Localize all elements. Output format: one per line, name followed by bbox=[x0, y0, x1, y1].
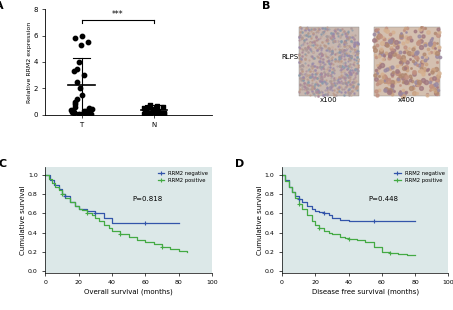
Point bbox=[152, 112, 159, 117]
Point bbox=[71, 102, 78, 107]
Point bbox=[157, 111, 164, 116]
Point bbox=[83, 111, 90, 116]
Point bbox=[70, 69, 77, 74]
Legend: RRM2 negative, RRM2 positive: RRM2 negative, RRM2 positive bbox=[157, 170, 209, 184]
Point bbox=[70, 110, 77, 115]
Bar bbox=[374, 27, 440, 96]
Point bbox=[86, 109, 93, 114]
Point bbox=[88, 111, 95, 116]
Text: P=0.448: P=0.448 bbox=[368, 196, 399, 202]
Point bbox=[150, 107, 158, 112]
Point bbox=[78, 92, 86, 97]
Point bbox=[140, 106, 148, 111]
Point bbox=[142, 108, 149, 113]
Text: x100: x100 bbox=[320, 97, 337, 103]
Y-axis label: Cumulative survival: Cumulative survival bbox=[257, 185, 263, 255]
Point bbox=[142, 110, 149, 115]
Point bbox=[149, 108, 156, 113]
Text: B: B bbox=[262, 1, 270, 11]
X-axis label: Overall survival (months): Overall survival (months) bbox=[84, 288, 173, 295]
Bar bbox=[299, 27, 358, 96]
Text: A: A bbox=[0, 1, 4, 11]
Point bbox=[72, 104, 79, 109]
Legend: RRM2 negative, RRM2 positive: RRM2 negative, RRM2 positive bbox=[393, 170, 446, 184]
Point bbox=[70, 110, 77, 115]
Point bbox=[143, 111, 150, 116]
Point bbox=[82, 108, 90, 113]
Point bbox=[78, 33, 86, 38]
Text: C: C bbox=[0, 159, 7, 169]
Point bbox=[80, 109, 87, 114]
Text: RLPS: RLPS bbox=[282, 54, 299, 60]
Point bbox=[140, 112, 148, 117]
Text: x400: x400 bbox=[398, 97, 415, 103]
Point bbox=[153, 112, 160, 117]
Point bbox=[141, 111, 148, 116]
Point bbox=[67, 108, 75, 113]
Point bbox=[146, 110, 153, 115]
Point bbox=[160, 111, 167, 116]
Point bbox=[85, 106, 92, 111]
Point bbox=[71, 99, 78, 104]
Point bbox=[80, 111, 87, 116]
Point bbox=[159, 105, 166, 110]
Text: P=0.818: P=0.818 bbox=[132, 196, 162, 202]
Point bbox=[84, 40, 92, 45]
Point bbox=[72, 36, 79, 41]
Point bbox=[154, 109, 162, 114]
Point bbox=[80, 73, 87, 78]
Point bbox=[77, 86, 84, 91]
Point bbox=[154, 104, 161, 108]
Point bbox=[77, 42, 84, 47]
Point bbox=[75, 60, 82, 64]
Point bbox=[68, 110, 76, 115]
Point bbox=[73, 79, 81, 84]
Point bbox=[74, 96, 81, 101]
Y-axis label: Relative RRM2 expression: Relative RRM2 expression bbox=[27, 21, 32, 103]
Point bbox=[75, 112, 82, 117]
X-axis label: Disease free survival (months): Disease free survival (months) bbox=[312, 288, 419, 295]
Point bbox=[88, 107, 95, 112]
Point bbox=[73, 66, 81, 71]
Point bbox=[146, 103, 154, 108]
Text: D: D bbox=[235, 159, 245, 169]
Y-axis label: Cumulative survival: Cumulative survival bbox=[20, 185, 26, 255]
Text: ***: *** bbox=[112, 10, 124, 19]
Point bbox=[145, 104, 152, 109]
Point bbox=[160, 111, 168, 116]
